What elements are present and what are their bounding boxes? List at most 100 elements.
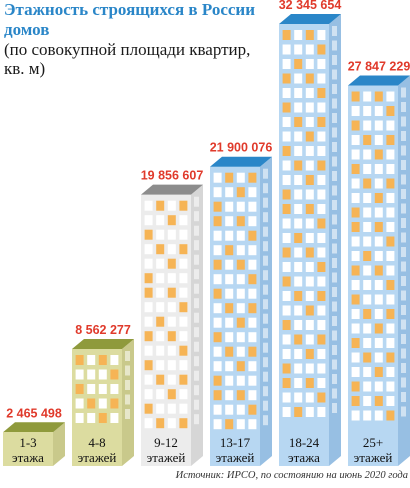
window — [351, 120, 360, 131]
window — [167, 258, 176, 269]
window — [144, 374, 153, 385]
side-window — [194, 327, 199, 338]
value-label-5: 27 847 229 — [348, 59, 410, 73]
value-label-3: 21 900 076 — [210, 141, 273, 155]
side-window — [401, 87, 406, 98]
window — [363, 106, 372, 116]
window — [305, 30, 314, 40]
side-window — [332, 301, 337, 312]
window — [282, 392, 291, 403]
window — [179, 302, 188, 313]
window — [213, 274, 222, 285]
window — [386, 193, 395, 203]
window — [282, 262, 291, 272]
side-window — [263, 328, 268, 339]
window — [363, 207, 372, 218]
window — [374, 251, 383, 261]
window — [144, 215, 153, 226]
window — [374, 367, 383, 377]
side-window — [332, 287, 337, 297]
window — [386, 149, 395, 160]
window — [248, 317, 257, 328]
window — [167, 273, 176, 284]
window — [317, 320, 326, 330]
window — [282, 291, 291, 301]
window — [294, 363, 303, 374]
window — [98, 384, 107, 394]
side-window — [194, 356, 199, 367]
window — [351, 338, 360, 348]
window — [317, 175, 326, 185]
window — [225, 361, 234, 372]
window — [156, 258, 165, 269]
category-box-5 — [348, 432, 398, 466]
side-window — [194, 225, 199, 236]
window — [363, 338, 372, 348]
window — [294, 276, 303, 287]
window — [248, 361, 257, 372]
window — [305, 88, 314, 98]
window — [167, 244, 176, 255]
window — [305, 117, 314, 127]
side-window — [401, 261, 406, 272]
side-window — [401, 406, 406, 417]
window — [317, 73, 326, 84]
window — [317, 131, 326, 142]
side-window — [332, 200, 337, 210]
window — [167, 374, 176, 385]
side-window — [263, 270, 268, 281]
side-window — [332, 98, 337, 109]
window — [294, 334, 303, 345]
window — [317, 349, 326, 359]
window — [305, 146, 314, 156]
window — [236, 259, 245, 270]
window — [305, 73, 314, 84]
window — [294, 175, 303, 185]
window — [351, 251, 360, 261]
window — [167, 215, 176, 226]
building-roof-2 — [141, 184, 203, 195]
window — [305, 291, 314, 301]
window — [294, 218, 303, 229]
window — [317, 44, 326, 55]
window — [351, 91, 360, 102]
window — [305, 276, 314, 287]
window — [236, 317, 245, 328]
window — [225, 288, 234, 299]
window — [179, 244, 188, 255]
window — [248, 230, 257, 241]
window — [156, 244, 165, 255]
side-window — [401, 102, 406, 112]
window — [386, 280, 395, 290]
window — [248, 288, 257, 299]
window — [317, 218, 326, 229]
window — [317, 102, 326, 113]
window — [374, 120, 383, 131]
window — [167, 200, 176, 211]
side-window — [263, 371, 268, 382]
window — [75, 369, 84, 380]
side-window — [332, 156, 337, 167]
window — [305, 334, 314, 345]
window — [179, 229, 188, 240]
window — [282, 44, 291, 55]
side-window — [263, 357, 268, 368]
window — [363, 381, 372, 392]
window — [167, 360, 176, 371]
window — [98, 413, 107, 423]
window — [317, 30, 326, 40]
window — [317, 189, 326, 200]
window — [317, 305, 326, 316]
side-window — [263, 197, 268, 208]
window — [374, 178, 383, 189]
side-window — [194, 254, 199, 265]
window — [144, 244, 153, 255]
window — [225, 259, 234, 270]
window — [386, 381, 395, 392]
window — [294, 117, 303, 127]
window — [144, 273, 153, 284]
side-window — [194, 269, 199, 280]
window — [282, 131, 291, 142]
window — [317, 59, 326, 69]
